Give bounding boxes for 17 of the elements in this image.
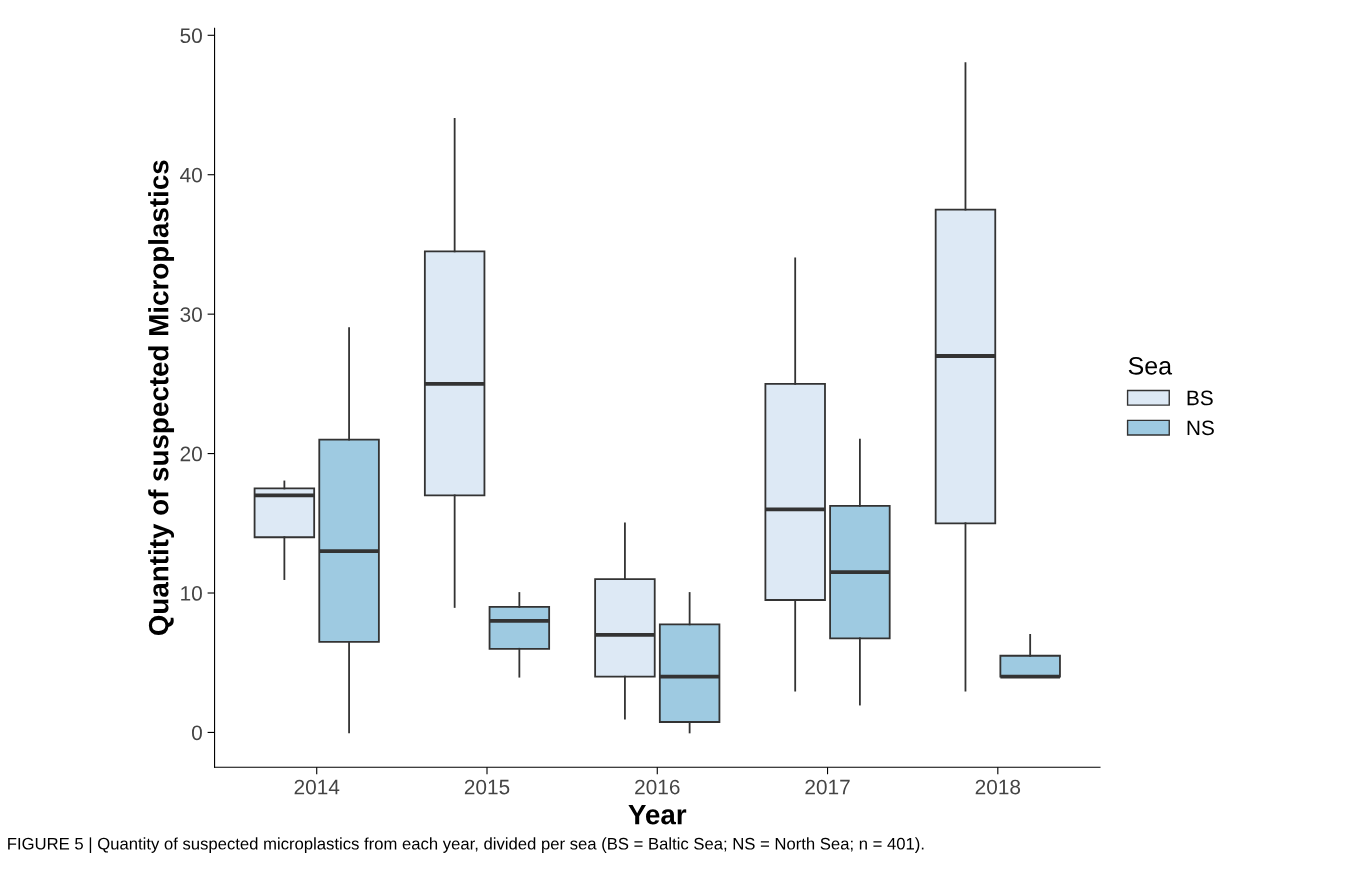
- y-tick-label: 10: [181, 586, 202, 601]
- x-axis-title: Year: [628, 805, 687, 825]
- legend-label: NS: [1187, 420, 1214, 436]
- y-tick-label: 30: [180, 307, 202, 322]
- x-tick-label: 2014: [294, 779, 340, 795]
- x-tick-label: 2017: [805, 779, 850, 795]
- y-tick-label: 0: [191, 725, 202, 741]
- x-tick-label: 2018: [975, 779, 1021, 795]
- legend-label: BS: [1187, 390, 1213, 406]
- y-tick-label: 20: [180, 446, 202, 462]
- x-tick-label: 2016: [635, 779, 680, 795]
- y-tick-label: 50: [180, 28, 202, 44]
- y-axis-title: Quantity of suspected Microplastics: [148, 160, 175, 636]
- caption: FIGURE 5 | Quantity of suspected microplastics from each year, divided per sea (BS = Baltic Sea; NS = North Sea; n = 401).: [8, 837, 924, 853]
- x-tick-label: 2015: [464, 779, 510, 795]
- y-tick-label: 40: [180, 167, 202, 183]
- legend-title: Sea: [1128, 356, 1173, 375]
